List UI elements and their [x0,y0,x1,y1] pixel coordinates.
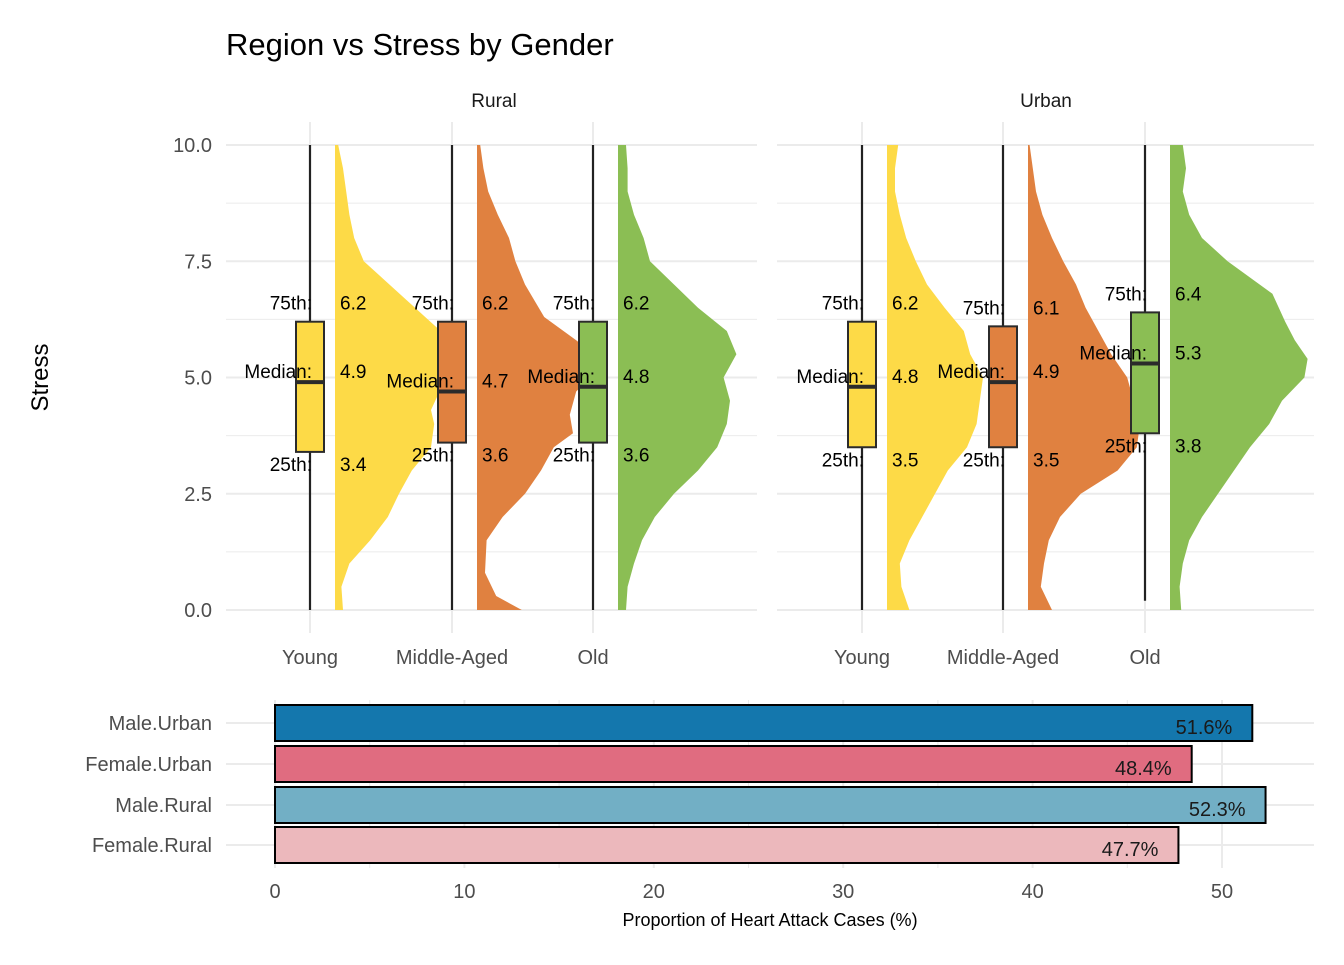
median-value: 4.8 [892,367,918,388]
box [295,320,325,453]
group-young: 75th: 6.2 Median: 4.9 25th: 3.4 [244,145,451,610]
median-label: Median: [1079,344,1147,365]
y-axis-title: Stress [27,343,54,411]
q3-label: 75th: [1105,284,1147,305]
box [578,320,608,444]
group-old: 75th: 6.4 Median: 5.3 25th: 3.8 [1079,145,1308,610]
x-tick-label: Middle-Aged [947,647,1059,669]
q1-label: 25th: [412,446,454,467]
q1-value: 3.8 [1175,436,1201,457]
bar-male-urban [274,704,1254,742]
y-tick-label: 5.0 [184,368,212,390]
q3-value: 6.2 [892,294,918,315]
median-value: 4.7 [482,371,508,392]
q1-label: 25th: [963,450,1005,471]
y-tick-label: 7.5 [184,251,212,273]
facet-panel-urban: Urban Young Middle-Aged Old 75th: 6.2 Median: 4… [777,91,1314,669]
bar-value-label: 51.6% [1176,717,1233,739]
q3-value: 6.2 [482,294,508,315]
bar-female-urban [274,745,1193,783]
median-label: Median: [386,371,454,392]
violin-box-chart: 0.0 2.5 5.0 7.5 10.0 Stress Rural Young Middle-A… [27,91,1314,669]
x-tick-label: 0 [269,881,280,903]
bar-value-label: 52.3% [1189,799,1246,821]
half-violin [335,145,451,610]
bar-value-label: 47.7% [1102,839,1159,861]
q1-value: 3.5 [1033,450,1059,471]
median-value: 5.3 [1175,344,1201,365]
x-tick-label: 20 [643,881,665,903]
bar-male-rural [274,786,1267,824]
half-violin [618,145,737,610]
facet-strip-label: Rural [471,91,516,112]
q3-value: 6.2 [340,294,366,315]
q3-value: 6.4 [1175,284,1202,305]
facet-panel-rural: Rural Young Middle-Aged Old 75th: 6.2 Median: 4… [226,91,757,669]
median-value: 4.9 [1033,362,1059,383]
group-middle-aged: 75th: 6.2 Median: 4.7 25th: 3.6 [386,145,605,610]
q3-value: 6.2 [623,294,649,315]
x-tick-label: Middle-Aged [396,647,508,669]
median-label: Median: [527,367,595,388]
q3-label: 75th: [822,294,864,315]
box [988,325,1018,449]
q1-value: 3.6 [482,446,508,467]
q3-value: 6.1 [1033,298,1059,319]
bar-value-label: 48.4% [1115,758,1172,780]
q1-value: 3.5 [892,450,918,471]
median-label: Median: [937,362,1005,383]
median-label: Median: [244,362,312,383]
q3-label: 75th: [963,298,1005,319]
q1-value: 3.6 [623,446,649,467]
chart-title: Region vs Stress by Gender [226,27,614,62]
median-value: 4.8 [623,367,649,388]
x-tick-label: Old [1129,647,1160,669]
bar-female-rural [274,826,1180,864]
half-violin [887,145,983,610]
y-tick-label: 2.5 [184,484,212,506]
box [847,320,877,449]
y-tick-label: Male.Rural [115,795,212,817]
y-tick-label: Female.Rural [92,835,212,857]
facet-strip-label: Urban [1020,91,1072,112]
x-tick-label: Old [577,647,608,669]
q1-label: 25th: [553,446,595,467]
x-tick-label: 10 [453,881,475,903]
x-tick-label: 50 [1211,881,1233,903]
q3-label: 75th: [270,294,312,315]
y-tick-label: 0.0 [184,600,212,622]
box [437,320,467,444]
q1-value: 3.4 [340,455,367,476]
y-tick-label: Male.Urban [109,713,212,735]
y-tick-label: Female.Urban [85,754,212,776]
q1-label: 25th: [270,455,312,476]
group-young: 75th: 6.2 Median: 4.8 25th: 3.5 [796,145,983,610]
x-tick-label: Young [282,647,338,669]
group-old: 75th: 6.2 Median: 4.8 25th: 3.6 [527,145,737,610]
x-tick-label: 30 [832,881,854,903]
q1-label: 25th: [1105,436,1147,457]
half-violin [477,145,605,610]
half-violin [1170,145,1308,610]
x-tick-label: Young [834,647,890,669]
median-value: 4.9 [340,362,366,383]
x-tick-label: 40 [1021,881,1043,903]
q1-label: 25th: [822,450,864,471]
y-tick-label: 10.0 [173,135,212,157]
group-middle-aged: 75th: 6.1 Median: 4.9 25th: 3.5 [937,145,1140,610]
q3-label: 75th: [553,294,595,315]
proportion-bar-chart: Male.Urban 51.6% Female.Urban 48.4% Male.Rur… [85,700,1314,930]
median-label: Median: [796,367,864,388]
box [1130,311,1160,435]
half-violin [1028,145,1140,610]
x-axis-title: Proportion of Heart Attack Cases (%) [622,910,917,930]
q3-label: 75th: [412,294,454,315]
